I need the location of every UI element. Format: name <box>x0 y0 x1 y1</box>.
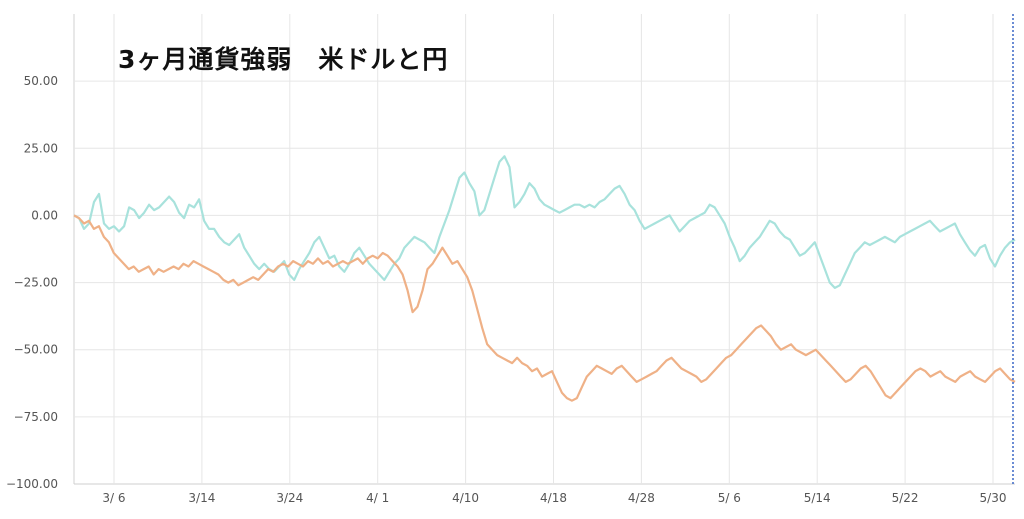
series-lines <box>73 155 1016 402</box>
x-axis: 3/ 6 3/14 3/24 4/ 1 4/10 4/18 4/28 5/ 6 5/14 5/22… <box>102 491 1006 505</box>
y-tick-label: 50.00 <box>24 74 58 88</box>
x-tick-label: 3/ 6 <box>102 491 125 505</box>
y-tick-label: −25.00 <box>14 276 58 290</box>
y-tick-label: −100.00 <box>6 477 58 491</box>
y-tick-label: 25.00 <box>24 141 58 155</box>
x-tick-label: 4/18 <box>540 491 567 505</box>
y-tick-label: −50.00 <box>14 343 58 357</box>
x-tick-label: 3/24 <box>276 491 303 505</box>
y-tick-label: 0.00 <box>31 208 58 222</box>
x-tick-label: 5/30 <box>980 491 1007 505</box>
chart-title: 3ヶ月通貨強弱 米ドルと円 <box>118 45 449 74</box>
y-tick-label: −75.00 <box>14 410 58 424</box>
series-line-jpy <box>73 214 1016 402</box>
x-tick-label: 5/ 6 <box>718 491 741 505</box>
x-tick-label: 5/22 <box>892 491 919 505</box>
x-tick-label: 4/10 <box>452 491 479 505</box>
series-line-usd <box>73 155 1016 289</box>
x-tick-label: 4/ 1 <box>366 491 389 505</box>
x-tick-label: 3/14 <box>188 491 215 505</box>
x-tick-label: 5/14 <box>804 491 831 505</box>
y-axis: 50.00 25.00 0.00 −25.00 −50.00 −75.00 −100.00 <box>6 74 58 491</box>
x-tick-label: 4/28 <box>628 491 655 505</box>
grid-lines <box>73 14 1015 485</box>
